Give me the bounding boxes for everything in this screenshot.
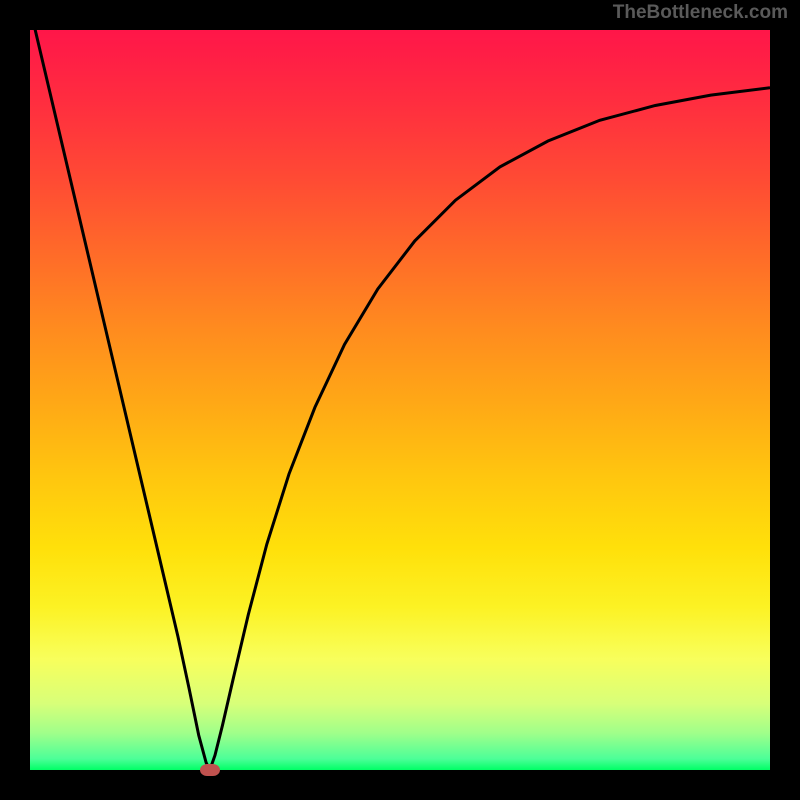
curve-layer <box>30 30 770 770</box>
minimum-marker <box>200 764 220 776</box>
curve-right <box>210 88 770 770</box>
chart-container: TheBottleneck.com <box>0 0 800 800</box>
plot-area <box>30 30 770 770</box>
curve-left <box>30 30 210 770</box>
attribution-label: TheBottleneck.com <box>613 2 788 24</box>
